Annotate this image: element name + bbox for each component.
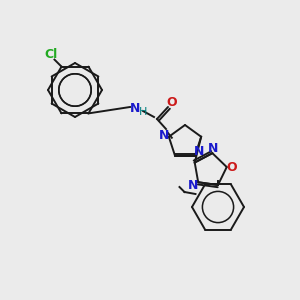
- Text: H: H: [139, 107, 147, 117]
- Text: N: N: [130, 103, 140, 116]
- Text: N: N: [194, 145, 204, 158]
- Text: O: O: [226, 160, 237, 173]
- Text: O: O: [167, 97, 177, 110]
- Text: N: N: [188, 179, 198, 192]
- Text: N: N: [208, 142, 219, 155]
- Text: N: N: [159, 129, 169, 142]
- Text: Cl: Cl: [44, 48, 57, 61]
